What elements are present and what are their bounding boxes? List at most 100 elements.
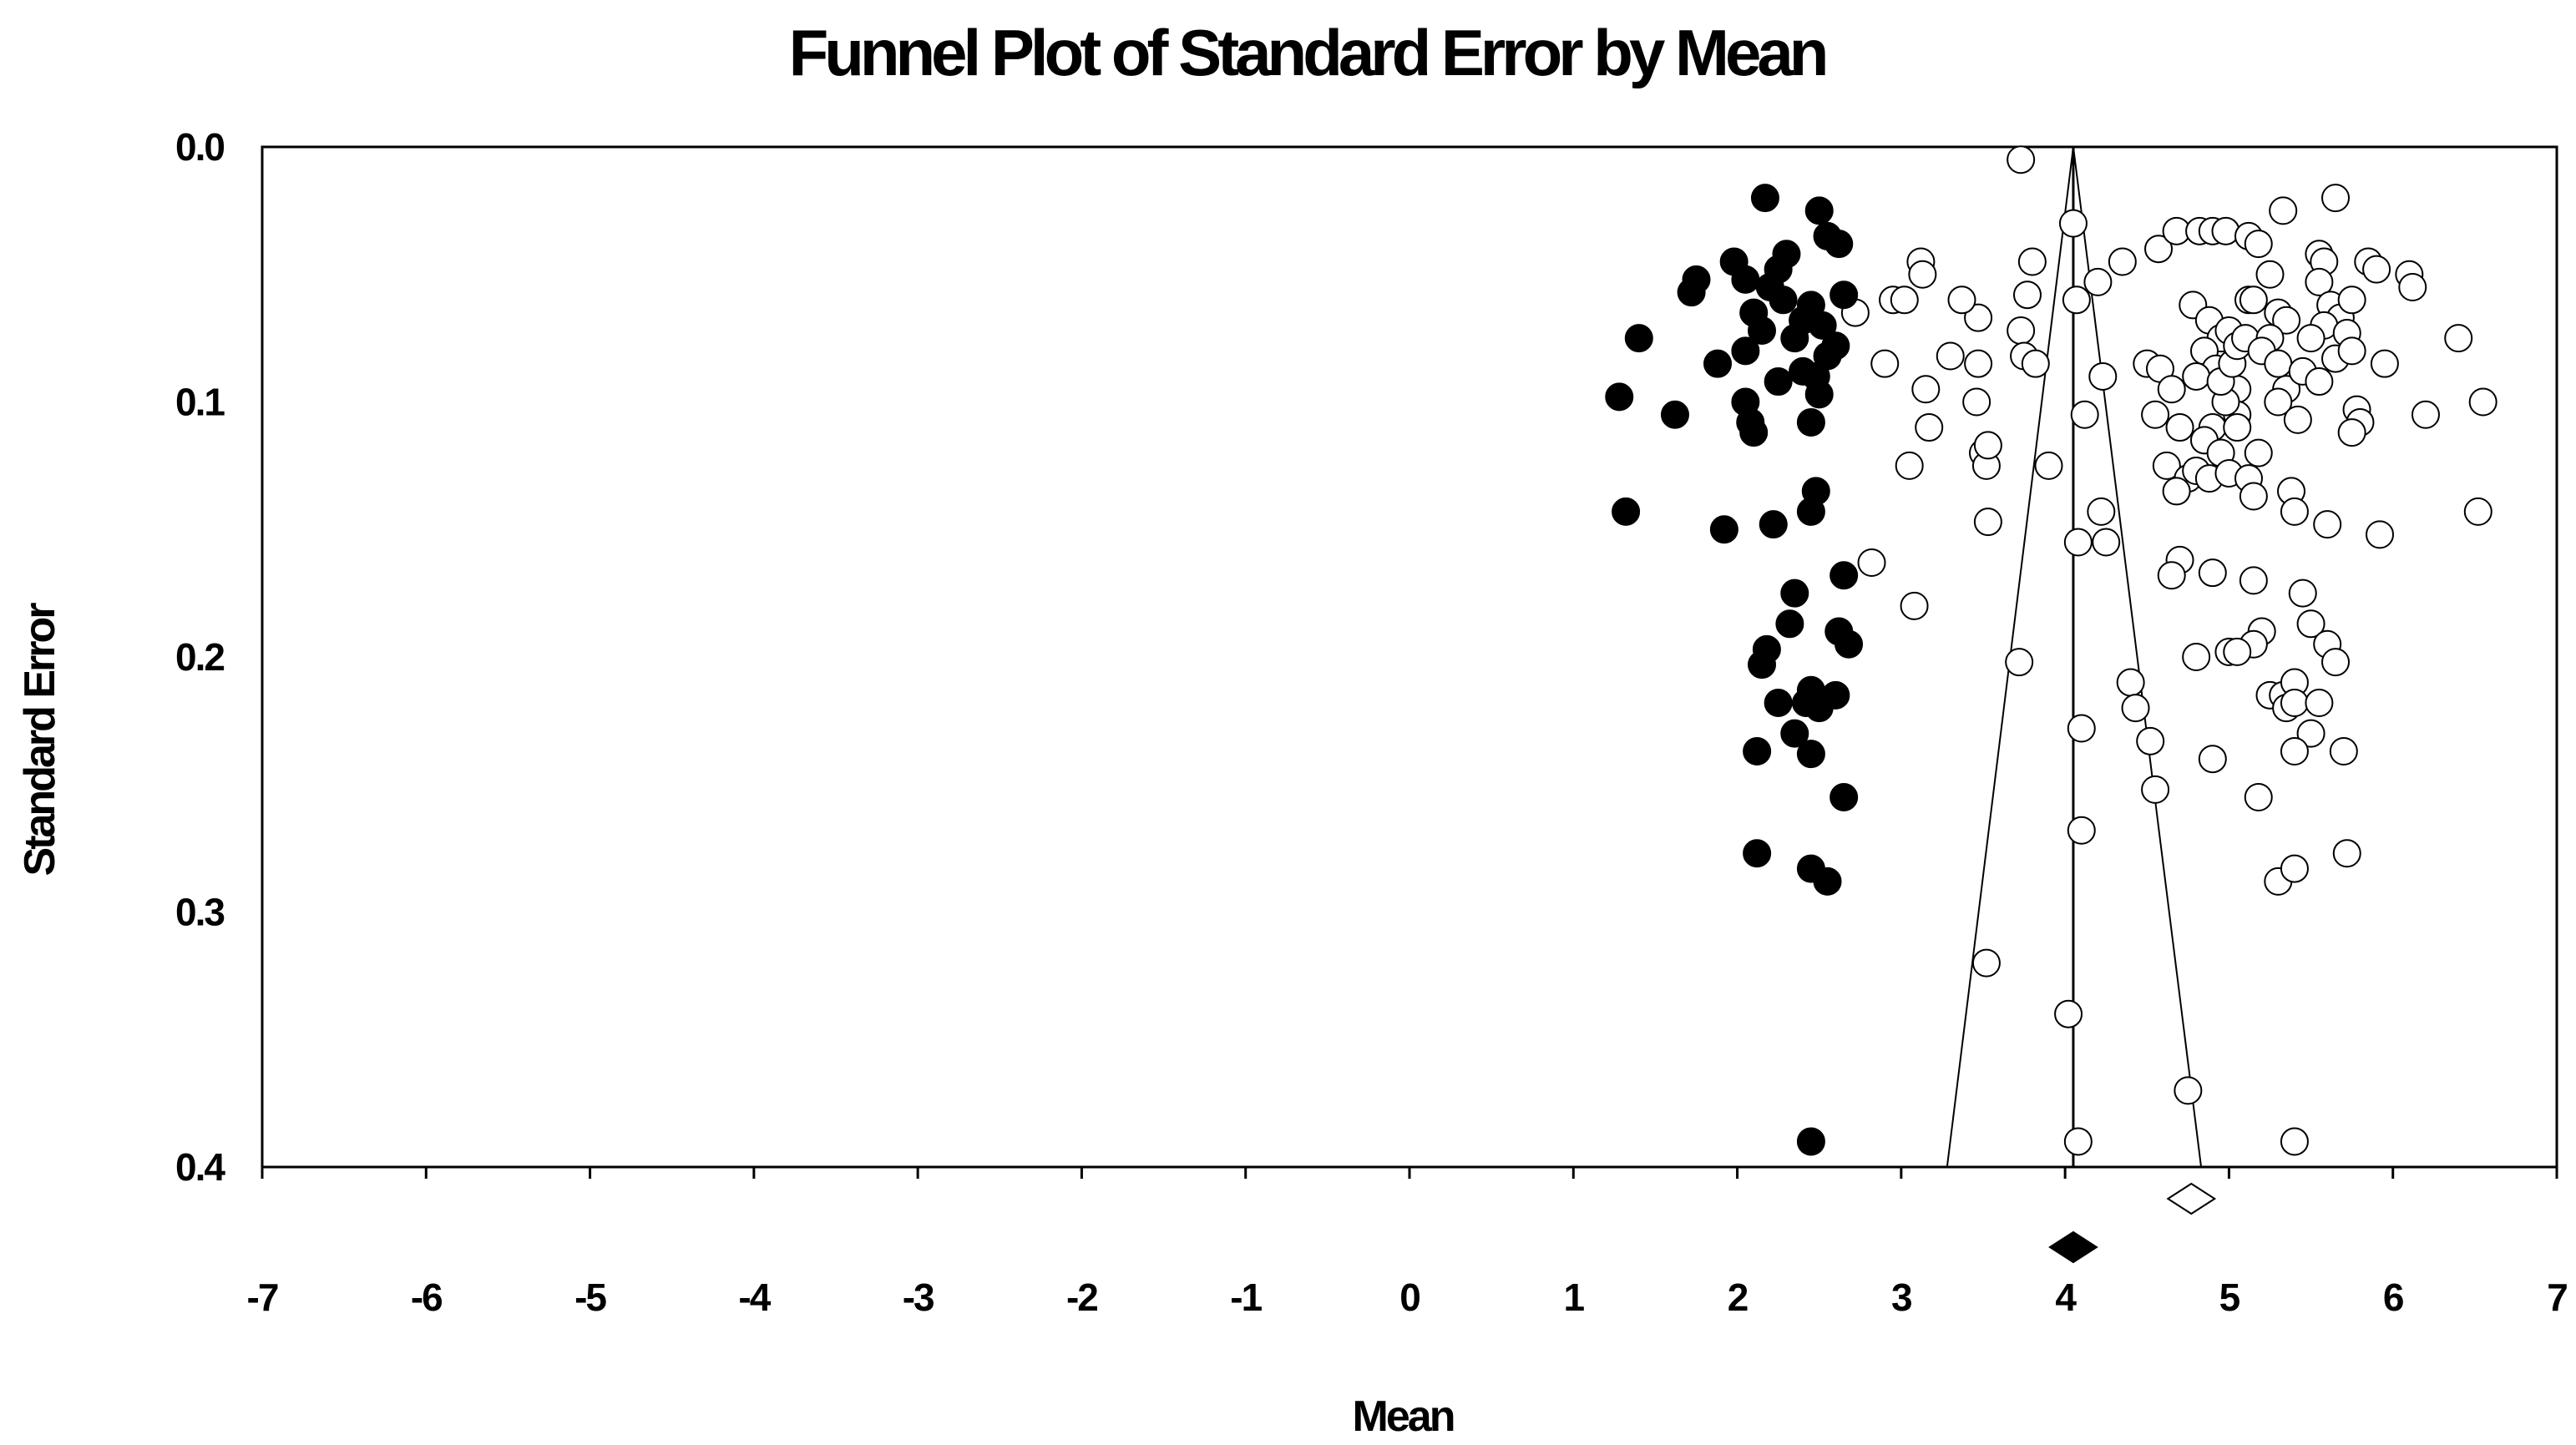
- observed-study-point: [1973, 508, 2002, 537]
- observed-study-point: [2223, 637, 2252, 666]
- imputed-study-point: [1743, 737, 1772, 766]
- x-tick-label: -1: [1230, 1276, 1262, 1319]
- observed-study-point: [2239, 482, 2268, 511]
- observed-study-point: [1911, 375, 1941, 404]
- observed-study-point: [2411, 400, 2440, 429]
- imputed-study-point: [1759, 510, 1788, 539]
- observed-study-point: [2269, 196, 2298, 225]
- observed-study-point: [2007, 145, 2036, 174]
- observed-study-point: [2280, 737, 2309, 766]
- imputed-study-point: [1830, 783, 1859, 812]
- observed-study-point: [2398, 273, 2427, 302]
- imputed-study-point: [1731, 265, 1760, 294]
- observed-study-point: [2264, 349, 2293, 378]
- observed-study-point: [2007, 316, 2036, 345]
- observed-study-point: [2468, 387, 2498, 417]
- x-tick-label: 6: [2383, 1276, 2403, 1319]
- y-axis-label: Standard Error: [16, 603, 64, 877]
- imputed-study-point: [1703, 349, 1733, 378]
- imputed-study-point: [1764, 688, 1793, 717]
- funnel-right-boundary: [2072, 146, 2203, 1168]
- imputed-study-point: [1709, 515, 1738, 544]
- observed-study-point: [2337, 418, 2366, 447]
- observed-study-point: [2296, 324, 2325, 353]
- adjusted-summary-diamond: [2166, 1182, 2217, 1215]
- imputed-study-point: [1764, 367, 1793, 397]
- imputed-study-point: [1769, 285, 1798, 315]
- observed-study-point: [1900, 591, 1929, 620]
- observed-study-point: [2463, 497, 2492, 526]
- observed-study-point: [2244, 783, 2273, 812]
- observed-study-point: [2198, 558, 2227, 588]
- imputed-study-point: [1796, 497, 1825, 526]
- y-tick-label: 0.0: [175, 125, 224, 169]
- observed-study-point: [2058, 209, 2088, 238]
- observed-study-point: [2063, 1127, 2093, 1156]
- imputed-study-point: [1748, 316, 1777, 345]
- observed-study-point: [2141, 400, 2170, 429]
- observed-study-point: [2332, 839, 2361, 868]
- observed-study-point: [2211, 216, 2240, 245]
- x-tick-label: 7: [2547, 1276, 2567, 1319]
- observed-study-point: [2087, 497, 2116, 526]
- x-axis-label: Mean: [1353, 1392, 1454, 1441]
- observed-study-point: [1857, 548, 1886, 577]
- imputed-study-point: [1748, 650, 1777, 680]
- imputed-study-point: [1804, 380, 1834, 409]
- observed-study-point: [2370, 349, 2399, 378]
- x-tick-label: 4: [2055, 1276, 2077, 1319]
- x-tick-label: -2: [1066, 1276, 1097, 1319]
- observed-study-point: [2305, 367, 2334, 397]
- observed-study-point: [2244, 438, 2273, 467]
- observed-study-point: [2034, 451, 2063, 480]
- summary-diamonds: [2048, 1182, 2217, 1264]
- study-points: [1605, 145, 2498, 1156]
- observed-study-point: [2444, 324, 2473, 353]
- observed-study-point: [1964, 303, 1993, 332]
- observed-study-point: [1964, 349, 1993, 378]
- chart-title: Funnel Plot of Standard Error by Mean: [789, 16, 1825, 89]
- observed-study-point: [1895, 451, 1924, 480]
- observed-study-point: [2239, 566, 2268, 595]
- imputed-study-point: [1677, 278, 1706, 307]
- x-tick-label: 0: [1399, 1276, 1420, 1319]
- observed-study-point: [2141, 775, 2170, 804]
- observed-study-point: [2054, 999, 2083, 1028]
- observed-study-point: [2280, 497, 2309, 526]
- x-tick-label: 2: [1728, 1276, 1748, 1319]
- x-tick-label: 1: [1563, 1276, 1584, 1319]
- observed-study-point: [2280, 854, 2309, 883]
- imputed-study-point: [1775, 609, 1804, 639]
- observed-study-point: [2280, 688, 2309, 717]
- observed-study-point: [2337, 336, 2366, 366]
- imputed-study-point: [1796, 740, 1825, 769]
- observed-study-point: [2198, 745, 2227, 774]
- imputed-study-point: [1780, 579, 1809, 608]
- imputed-study-point: [1605, 382, 1634, 412]
- observed-study-point: [2244, 230, 2273, 259]
- observed-study-point: [2337, 285, 2366, 315]
- plot-area-frame: [261, 145, 2558, 1169]
- observed-study-point: [1936, 341, 1965, 371]
- imputed-study-point: [1660, 400, 1689, 429]
- imputed-study-point: [1808, 311, 1837, 340]
- imputed-study-point: [1804, 196, 1834, 225]
- observed-study-point: [2116, 668, 2145, 697]
- observed-study-point: [2264, 387, 2293, 417]
- imputed-study-point: [1796, 1127, 1825, 1156]
- observed-summary-diamond: [2048, 1230, 2098, 1264]
- observed-study-point: [2063, 528, 2093, 557]
- observed-study-point: [2182, 361, 2211, 391]
- observed-study-point: [2017, 247, 2047, 276]
- x-tick-label: -5: [574, 1276, 606, 1319]
- x-tick-label: -7: [247, 1276, 278, 1319]
- y-axis-ticks: 0.0 0.1 0.2 0.3 0.4: [175, 125, 227, 1189]
- x-tick-label: -6: [411, 1276, 442, 1319]
- y-tick-label: 0.2: [175, 635, 224, 679]
- imputed-study-point: [1624, 324, 1653, 353]
- observed-study-point: [2362, 255, 2391, 284]
- imputed-study-point: [1780, 324, 1809, 353]
- x-axis-ticks: -7 -6 -5 -4 -3 -2 -1 0 1 2 3 4 5 6 7: [247, 1167, 2568, 1319]
- imputed-study-point: [1780, 719, 1809, 748]
- observed-study-point: [2305, 267, 2334, 296]
